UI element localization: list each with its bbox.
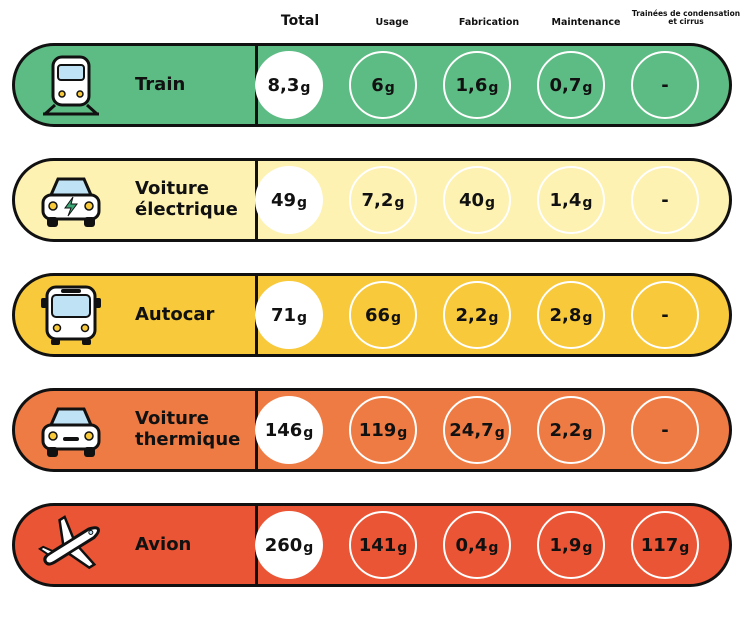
plane-icon	[35, 514, 107, 578]
value-total: 146 g	[255, 396, 323, 464]
value-fabrication: 0,4 g	[443, 511, 511, 579]
value-number: 119	[358, 419, 397, 441]
value-unit: g	[384, 80, 395, 96]
value-maintenance: 1,9 g	[537, 511, 605, 579]
value-number: 146	[264, 419, 303, 441]
value-total: 49 g	[255, 166, 323, 234]
row-label: Voiture thermique	[135, 408, 241, 450]
electric-car-icon	[35, 169, 107, 233]
value-fabrication: 2,2 g	[443, 281, 511, 349]
value-number: 0,4	[455, 534, 488, 556]
value-number: 117	[640, 534, 679, 556]
value-maintenance: 2,8 g	[537, 281, 605, 349]
value-number: 66	[364, 304, 391, 326]
value-unit: g	[582, 80, 593, 96]
value-number: -	[661, 189, 669, 211]
value-number: 260	[264, 534, 303, 556]
car-icon	[35, 399, 107, 463]
table-row: Autocar 71 g 66 g 2,2 g 2,8 g -	[12, 273, 732, 357]
value-unit: g	[485, 195, 496, 211]
value-fabrication: 40 g	[443, 166, 511, 234]
value-unit: g	[582, 425, 593, 441]
value-number: 1,6	[455, 74, 488, 96]
table-row: Voiture thermique 146 g 119 g 24,7 g 2,2 g -	[12, 388, 732, 472]
value-maintenance: 1,4 g	[537, 166, 605, 234]
value-unit: g	[303, 425, 314, 441]
header-fabrication: Fabrication	[458, 17, 520, 28]
value-unit: g	[488, 540, 499, 556]
row-label: Autocar	[135, 303, 215, 325]
value-number: 24,7	[449, 419, 494, 441]
value-number: 141	[358, 534, 397, 556]
value-number: -	[661, 74, 669, 96]
value-number: 49	[270, 189, 297, 211]
value-contrails: -	[631, 281, 699, 349]
value-number: 8,3	[267, 74, 300, 96]
header-contrails: Trainées de condensation et cirrus	[631, 9, 741, 26]
header-total: Total	[280, 13, 320, 29]
value-number: 2,2	[455, 304, 488, 326]
train-icon	[35, 54, 107, 118]
value-fabrication: 1,6 g	[443, 51, 511, 119]
value-number: 0,7	[549, 74, 582, 96]
value-usage: 141 g	[349, 511, 417, 579]
value-unit: g	[582, 310, 593, 326]
value-unit: g	[582, 195, 593, 211]
value-unit: g	[679, 540, 690, 556]
value-contrails: -	[631, 166, 699, 234]
value-total: 260 g	[255, 511, 323, 579]
row-label: Train	[135, 73, 186, 95]
value-number: 71	[270, 304, 297, 326]
value-usage: 119 g	[349, 396, 417, 464]
value-contrails: -	[631, 51, 699, 119]
value-unit: g	[297, 310, 308, 326]
table-row: Voiture électrique 49 g 7,2 g 40 g 1,4 g -	[12, 158, 732, 242]
value-usage: 7,2 g	[349, 166, 417, 234]
value-contrails: 117 g	[631, 511, 699, 579]
value-unit: g	[397, 540, 408, 556]
value-unit: g	[391, 310, 402, 326]
value-contrails: -	[631, 396, 699, 464]
value-fabrication: 24,7 g	[443, 396, 511, 464]
header-maintenance: Maintenance	[551, 17, 621, 28]
value-unit: g	[394, 195, 405, 211]
value-number: 2,8	[549, 304, 582, 326]
table-row: Avion 260 g 141 g 0,4 g 1,9 g 117 g	[12, 503, 732, 587]
value-unit: g	[300, 80, 311, 96]
value-unit: g	[494, 425, 505, 441]
bus-icon	[35, 284, 107, 348]
value-number: 6	[371, 74, 384, 96]
value-number: -	[661, 304, 669, 326]
value-unit: g	[488, 80, 499, 96]
value-number: 40	[458, 189, 485, 211]
value-number: -	[661, 419, 669, 441]
value-unit: g	[488, 310, 499, 326]
value-unit: g	[582, 540, 593, 556]
value-unit: g	[303, 540, 314, 556]
value-number: 1,9	[549, 534, 582, 556]
value-maintenance: 0,7 g	[537, 51, 605, 119]
header-usage: Usage	[375, 17, 409, 28]
value-unit: g	[297, 195, 308, 211]
value-number: 1,4	[549, 189, 582, 211]
table-row: Train 8,3 g 6 g 1,6 g 0,7 g -	[12, 43, 732, 127]
value-total: 8,3 g	[255, 51, 323, 119]
value-unit: g	[397, 425, 408, 441]
value-maintenance: 2,2 g	[537, 396, 605, 464]
row-label: Voiture électrique	[135, 178, 238, 220]
value-usage: 66 g	[349, 281, 417, 349]
row-label: Avion	[135, 533, 192, 555]
value-total: 71 g	[255, 281, 323, 349]
value-number: 2,2	[549, 419, 582, 441]
value-number: 7,2	[361, 189, 394, 211]
